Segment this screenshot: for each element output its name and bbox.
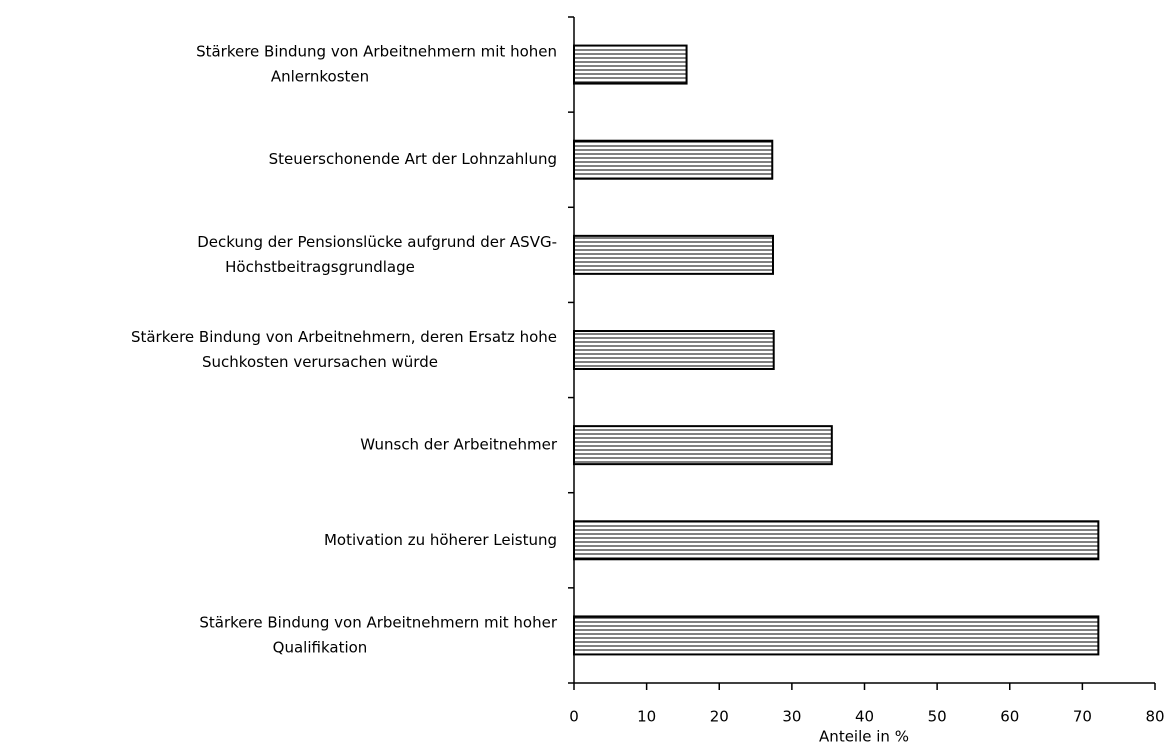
x-tick-label: 30 <box>782 708 801 726</box>
x-tick-label: 50 <box>928 708 947 726</box>
y-tick-label: Stärkere Bindung von Arbeitnehmern mit h… <box>196 43 557 61</box>
x-tick-label: 70 <box>1073 708 1092 726</box>
bar <box>573 234 774 275</box>
y-tick-label: Stärkere Bindung von Arbeitnehmern, dere… <box>131 328 557 346</box>
x-tick-label: 80 <box>1145 708 1164 726</box>
y-tick-label: Stärkere Bindung von Arbeitnehmern mit h… <box>199 613 557 631</box>
x-tick-label: 20 <box>710 708 729 726</box>
y-tick-label: Suchkosten verursachen würde <box>202 353 438 371</box>
x-tick-label: 0 <box>569 708 579 726</box>
y-tick-label: Qualifikation <box>273 638 368 656</box>
y-tick-label: Wunsch der Arbeitnehmer <box>360 436 558 454</box>
bar <box>573 330 775 370</box>
x-tick-label: 40 <box>855 708 874 726</box>
y-tick-label: Steuerschonende Art der Lohnzahlung <box>269 150 557 168</box>
x-tick-label: 60 <box>1000 708 1019 726</box>
bar <box>573 44 688 85</box>
y-tick-label: Deckung der Pensionslücke aufgrund der A… <box>197 233 557 251</box>
x-axis-label: Anteile in % <box>819 728 909 746</box>
x-tick-label: 10 <box>637 708 656 726</box>
y-tick-label: Anlernkosten <box>271 68 369 86</box>
bar <box>573 139 774 180</box>
bar <box>573 425 833 466</box>
bar <box>573 520 1100 561</box>
y-tick-label: Höchstbeitragsgrundlage <box>225 258 415 276</box>
y-tick-label: Motivation zu höherer Leistung <box>324 531 557 549</box>
bar <box>573 615 1100 656</box>
